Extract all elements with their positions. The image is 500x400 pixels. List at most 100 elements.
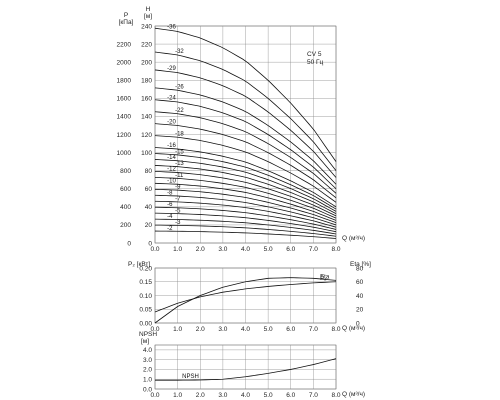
head-curve — [154, 111, 337, 194]
eta-tick-label: 40 — [356, 293, 364, 300]
head-curve — [154, 182, 337, 221]
head-x-tick-label: 0.0 — [150, 246, 159, 253]
npsh-x-tick-label: 7.0 — [309, 392, 318, 399]
pressure-tick-label: 2200 — [117, 41, 132, 48]
series-line-p2 — [154, 281, 337, 313]
head-curve — [154, 87, 337, 185]
head-tick-label: 60 — [145, 186, 153, 193]
stage-label: -22 — [175, 108, 184, 114]
head-curve — [154, 230, 337, 239]
pressure-tick-label: 800 — [120, 168, 131, 175]
eta-tick-label: 20 — [356, 307, 364, 314]
head-curve — [154, 176, 337, 219]
head-x-axis-label: Q (м³/ч) — [342, 235, 365, 242]
head-tick-label: 120 — [141, 132, 152, 139]
eta-axis-label: Eta [%] — [350, 261, 371, 268]
npsh-tick-label: 0.0 — [143, 386, 152, 393]
npsh-x-tick-label: 4.0 — [241, 392, 250, 399]
legend-line-2: 50 Гц — [307, 59, 324, 66]
head-curve — [154, 159, 337, 212]
stage-label: -2 — [167, 226, 173, 232]
series-line-eta — [154, 277, 337, 324]
npsh-x-axis-label: Q (м³/ч) — [342, 391, 365, 398]
npsh-tick-label: 1.0 — [143, 377, 152, 384]
head-curve — [154, 170, 337, 217]
head-curve — [154, 194, 337, 226]
stage-label: -10 — [167, 179, 176, 185]
power-grid — [154, 267, 337, 324]
pressure-tick-label: 600 — [120, 186, 131, 193]
head-curve — [154, 224, 337, 237]
legend-line-1: CV 5 — [307, 51, 322, 58]
series-label: P₂ — [320, 276, 327, 282]
head-x-tick-label: 5.0 — [264, 246, 273, 253]
stage-label: -32 — [175, 49, 184, 55]
stage-label: -16 — [167, 143, 176, 149]
stage-label: -14 — [167, 155, 176, 161]
npsh-axis-unit: [м] — [141, 338, 149, 345]
head-curve — [154, 206, 337, 230]
head-x-tick-label: 8.0 — [331, 246, 340, 253]
power-axis-label: P₂ [кВт] — [128, 261, 150, 268]
head-x-tick-label: 7.0 — [309, 246, 318, 253]
head-curve — [154, 99, 337, 190]
eta-tick-label: 0 — [356, 320, 360, 327]
head-x-tick-label: 6.0 — [286, 246, 295, 253]
head-tick-label: 80 — [145, 168, 153, 175]
head-curve-labels: -2-3-4-5-6-7-8-9-10-11-12-13-14-15-16 -18… — [167, 24, 184, 232]
head-tick-label: 180 — [141, 78, 152, 85]
head-x-tick-label: 4.0 — [241, 246, 250, 253]
pressure-tick-label: 1200 — [117, 132, 132, 139]
head-curve — [154, 69, 337, 178]
head-curve — [154, 135, 337, 203]
stage-label: -5 — [175, 208, 181, 214]
pressure-tick-label: 0 — [127, 240, 131, 247]
head-curve — [154, 147, 337, 208]
head-curve — [154, 188, 337, 224]
npsh-tick-label: 2.0 — [143, 367, 152, 374]
npsh-x-tick-label: 2.0 — [196, 392, 205, 399]
head-tick-label: 140 — [141, 114, 152, 121]
head-axis-unit: [м] — [144, 13, 152, 20]
npsh-tick-label: 4.0 — [143, 347, 152, 354]
stage-label: -18 — [175, 132, 184, 138]
npsh-grid — [154, 345, 337, 390]
npsh-axes: 0.0 1.0 2.0 3.0 4.0 0.0 1.0 2.0 3.0 4.0 5.0 6.0 7.0 8… — [143, 347, 341, 399]
head-curve — [154, 27, 337, 162]
power-x-tick-label: 1.0 — [173, 326, 182, 333]
head-tick-label: 0 — [148, 240, 152, 247]
stage-label: -6 — [167, 202, 173, 208]
head-curve — [154, 123, 337, 199]
power-x-axis-label: Q (м³/ч) — [342, 325, 365, 332]
npsh-axis-symbol: NPSH — [139, 331, 157, 338]
npsh-x-tick-label: 1.0 — [173, 392, 182, 399]
head-tick-label: 40 — [145, 204, 153, 211]
power-x-tick-label: 2.0 — [196, 326, 205, 333]
npsh-x-tick-label: 6.0 — [286, 392, 295, 399]
npsh-x-tick-label: 0.0 — [150, 392, 159, 399]
head-axes: 0 20 40 60 80 100 120 140 160 180 200 220 240 0 200 400… — [117, 23, 341, 253]
power-x-tick-label: 7.0 — [309, 326, 318, 333]
stage-label: -20 — [167, 119, 176, 125]
eta-tick-label: 80 — [356, 265, 364, 272]
head-curves — [154, 27, 337, 239]
power-x-tick-label: 4.0 — [241, 326, 250, 333]
stage-label: -4 — [167, 214, 173, 220]
stage-label: -11 — [175, 173, 184, 179]
power-tick-label: 0.10 — [139, 293, 152, 300]
pressure-axis-symbol: P — [124, 12, 128, 19]
head-curve — [154, 200, 337, 228]
head-axis-symbol: H — [146, 6, 151, 13]
head-x-tick-label: 3.0 — [218, 246, 227, 253]
series-label: NPSH — [182, 374, 199, 380]
head-curve — [154, 153, 337, 210]
npsh-x-tick-label: 3.0 — [218, 392, 227, 399]
stage-label: -13 — [175, 161, 184, 167]
stage-label: -24 — [167, 96, 176, 102]
npsh-chart: NPSH 0.0 1.0 2.0 3.0 4.0 0.0 1.0 2.0 3.0 4.0 5.0 6.… — [139, 331, 365, 399]
stage-label: -9 — [175, 185, 181, 191]
stage-label: -7 — [175, 197, 181, 203]
npsh-curves: NPSH — [155, 358, 337, 381]
series-label: Eta — [320, 274, 330, 280]
